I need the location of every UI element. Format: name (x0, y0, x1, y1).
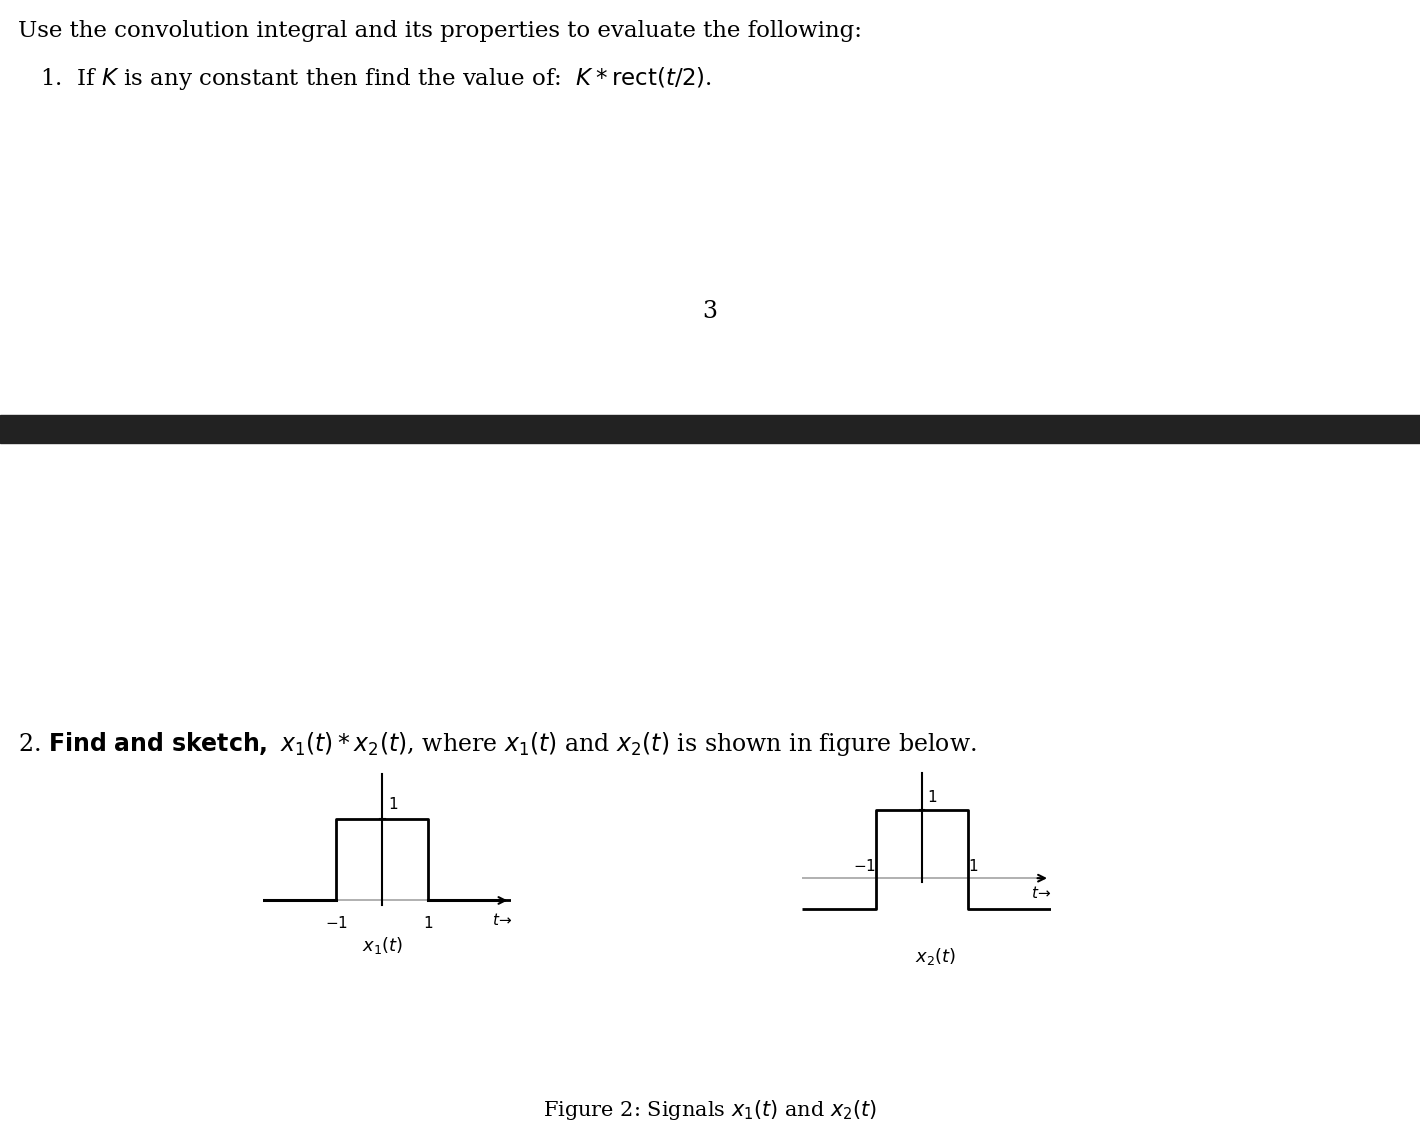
Text: $t\!\rightarrow$: $t\!\rightarrow$ (491, 912, 513, 928)
Text: $-1$: $-1$ (853, 858, 876, 874)
Text: $1$: $1$ (968, 858, 978, 874)
Text: $x_2(t)$: $x_2(t)$ (914, 946, 956, 967)
Text: 2. $\mathbf{Find\ and\ sketch,}$ $x_1(t)*x_2(t)$, where $x_1(t)$ and $x_2(t)$ is: 2. $\mathbf{Find\ and\ sketch,}$ $x_1(t)… (18, 730, 977, 758)
Text: 1.  If $K$ is any constant then find the value of:  $K * \mathrm{rect}(t/2)$.: 1. If $K$ is any constant then find the … (40, 65, 711, 92)
Text: Figure 2: Signals $x_1(t)$ and $x_2(t)$: Figure 2: Signals $x_1(t)$ and $x_2(t)$ (542, 1098, 878, 1122)
Text: $-1$: $-1$ (325, 915, 348, 931)
Text: 3: 3 (703, 300, 717, 323)
Text: $x_1(t)$: $x_1(t)$ (362, 935, 403, 955)
Text: $1$: $1$ (927, 789, 937, 805)
Text: $1$: $1$ (423, 915, 433, 931)
Text: Use the convolution integral and its properties to evaluate the following:: Use the convolution integral and its pro… (18, 21, 862, 42)
Bar (0, 415, 1420, 443)
Text: $1$: $1$ (388, 796, 398, 812)
Text: $t\!\rightarrow$: $t\!\rightarrow$ (1031, 885, 1052, 901)
